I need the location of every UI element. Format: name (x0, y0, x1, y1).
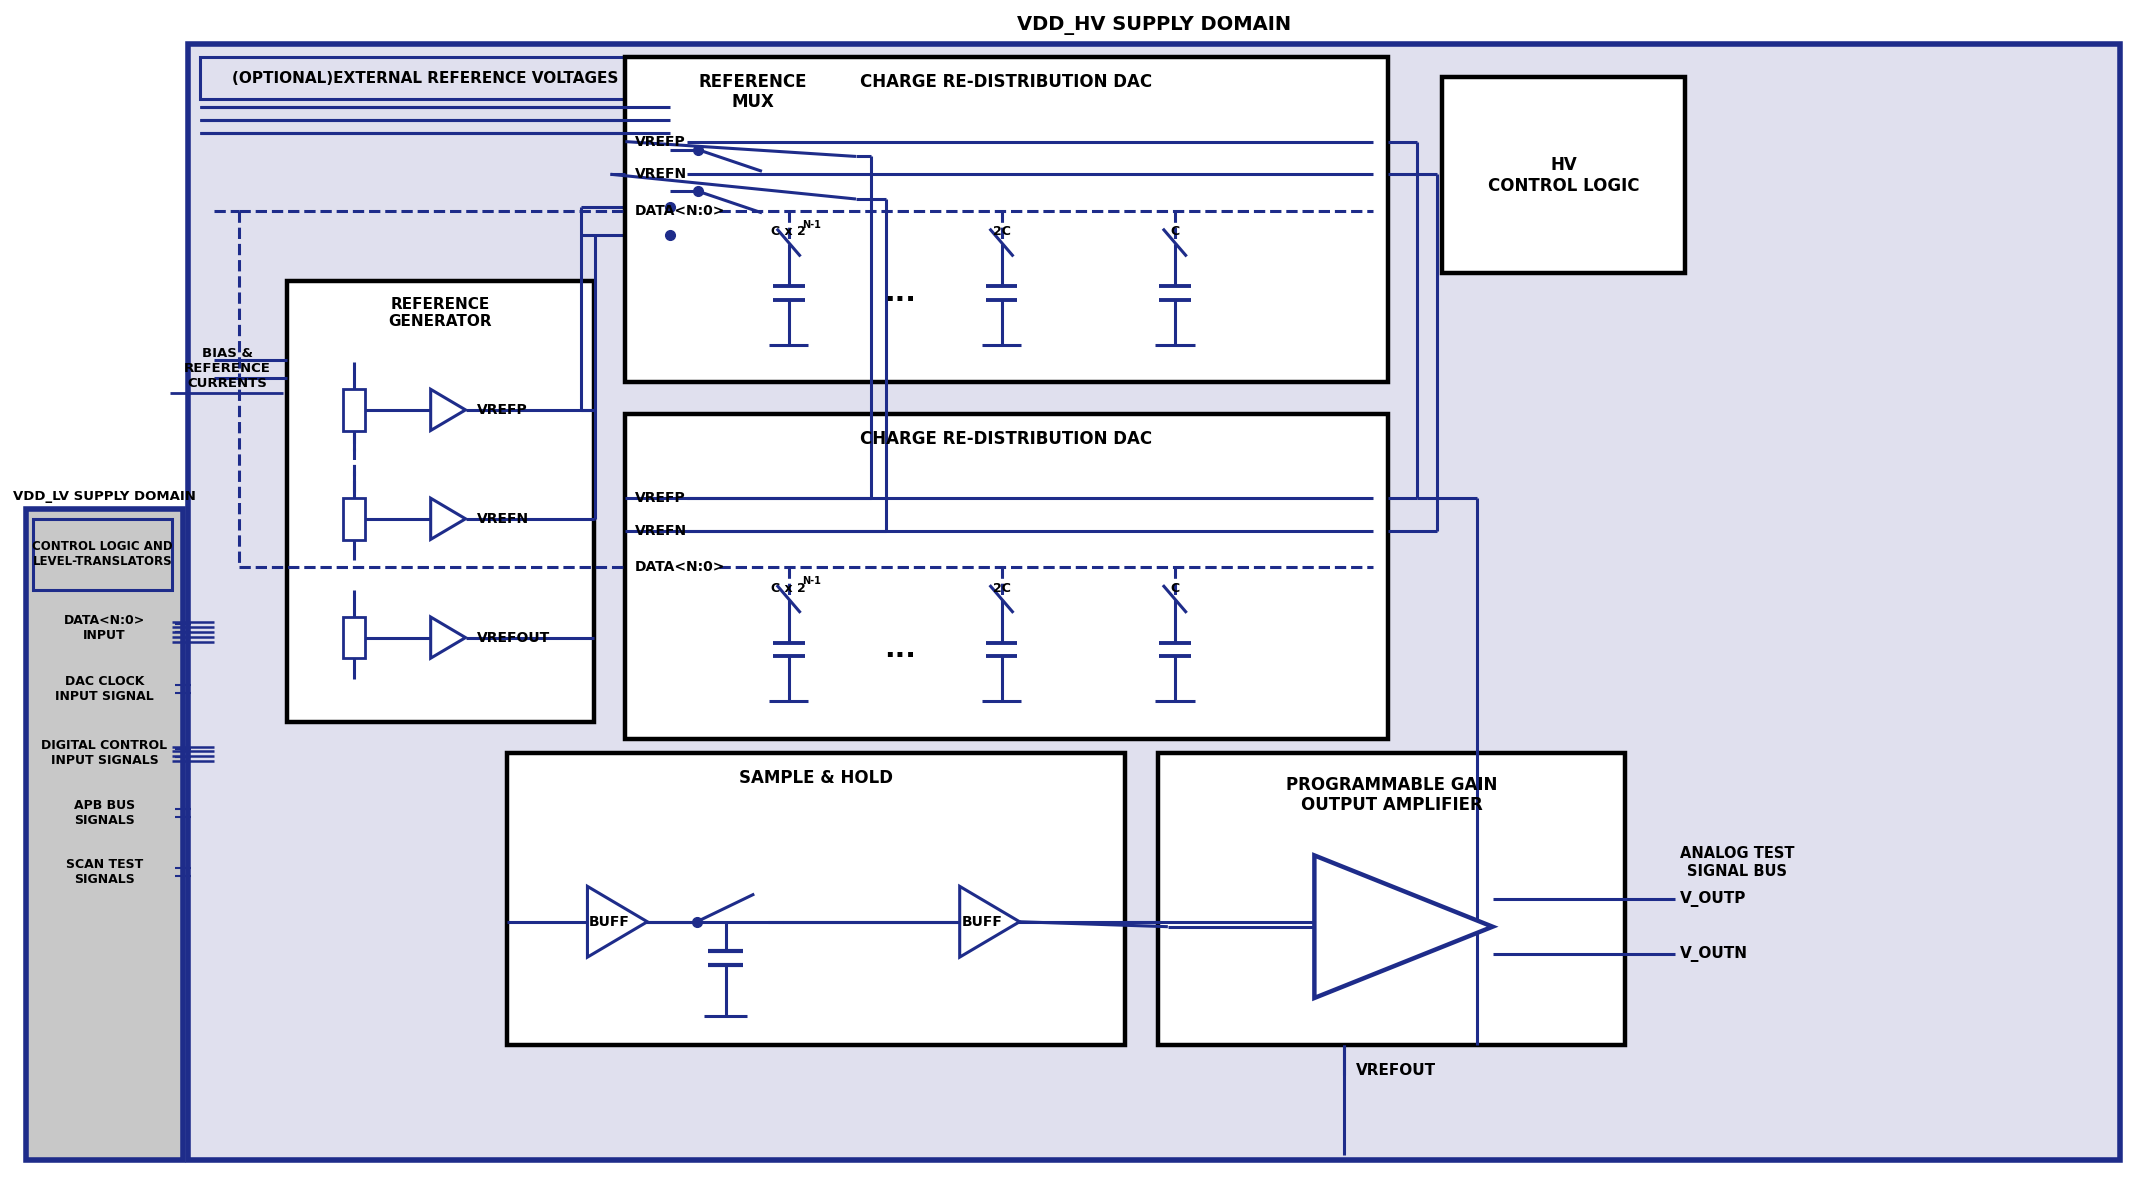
Text: N-1: N-1 (803, 576, 821, 586)
Text: N-1: N-1 (803, 220, 821, 230)
Polygon shape (1315, 855, 1493, 997)
Text: V_OUTP: V_OUTP (1680, 891, 1746, 907)
Text: BIAS &
REFERENCE
CURRENTS: BIAS & REFERENCE CURRENTS (185, 347, 271, 390)
Text: SAMPLE & HOLD: SAMPLE & HOLD (739, 769, 894, 787)
Bar (200, 57, 651, 99)
Text: APB BUS
SIGNALS: APB BUS SIGNALS (73, 799, 135, 826)
Text: ...: ... (885, 635, 917, 664)
Bar (344, 389, 365, 431)
Bar (344, 617, 365, 658)
Polygon shape (430, 499, 466, 539)
Text: ...: ... (885, 279, 917, 307)
Text: HV
CONTROL LOGIC: HV CONTROL LOGIC (1489, 155, 1639, 195)
Bar (344, 498, 365, 539)
Text: V_OUTN: V_OUTN (1680, 946, 1748, 963)
Text: C: C (1171, 581, 1179, 594)
Polygon shape (430, 617, 466, 658)
Text: C x 2: C x 2 (771, 581, 806, 594)
Text: C: C (1171, 225, 1179, 238)
Text: VREFOUT: VREFOUT (477, 630, 550, 645)
Text: (OPTIONAL)EXTERNAL REFERENCE VOLTAGES: (OPTIONAL)EXTERNAL REFERENCE VOLTAGES (232, 71, 619, 86)
Bar (507, 753, 1126, 1045)
Text: SCAN TEST
SIGNALS: SCAN TEST SIGNALS (67, 859, 144, 886)
Polygon shape (960, 886, 1020, 957)
Text: VDD_HV SUPPLY DOMAIN: VDD_HV SUPPLY DOMAIN (1016, 17, 1291, 35)
Text: VREFOUT: VREFOUT (1355, 1063, 1437, 1078)
Text: VREFN: VREFN (636, 167, 687, 182)
Text: DIGITAL CONTROL
INPUT SIGNALS: DIGITAL CONTROL INPUT SIGNALS (41, 739, 168, 768)
Text: ANALOG TEST
SIGNAL BUS: ANALOG TEST SIGNAL BUS (1680, 846, 1794, 879)
Polygon shape (430, 390, 466, 431)
Polygon shape (586, 886, 647, 957)
Text: VREFN: VREFN (477, 512, 531, 526)
Text: VDD_LV SUPPLY DOMAIN: VDD_LV SUPPLY DOMAIN (13, 489, 195, 502)
Text: BUFF: BUFF (962, 915, 1003, 929)
Bar (1158, 753, 1626, 1045)
Text: BUFF: BUFF (589, 915, 629, 929)
Text: DAC CLOCK
INPUT SIGNAL: DAC CLOCK INPUT SIGNAL (56, 675, 155, 703)
Text: 2C: 2C (992, 581, 1010, 594)
Bar (26, 508, 183, 1160)
Bar (1441, 78, 1684, 273)
Text: VREFP: VREFP (477, 403, 528, 417)
Text: DATA<N:0>: DATA<N:0> (636, 560, 726, 574)
Text: PROGRAMMABLE GAIN
OUTPUT AMPLIFIER: PROGRAMMABLE GAIN OUTPUT AMPLIFIER (1287, 776, 1497, 814)
Bar (670, 61, 836, 273)
Text: REFERENCE
GENERATOR: REFERENCE GENERATOR (389, 297, 492, 329)
Text: CONTROL LOGIC AND
LEVEL-TRANSLATORS: CONTROL LOGIC AND LEVEL-TRANSLATORS (32, 541, 172, 568)
Text: C x 2: C x 2 (771, 225, 806, 238)
Text: DATA<N:0>: DATA<N:0> (636, 203, 726, 218)
Bar (32, 519, 172, 590)
Text: CHARGE RE-DISTRIBUTION DAC: CHARGE RE-DISTRIBUTION DAC (861, 429, 1153, 447)
Text: CHARGE RE-DISTRIBUTION DAC: CHARGE RE-DISTRIBUTION DAC (861, 73, 1153, 91)
Text: VREFP: VREFP (636, 135, 685, 148)
Text: VREFP: VREFP (636, 492, 685, 505)
Text: 2C: 2C (992, 225, 1010, 238)
Text: DATA<N:0>
INPUT: DATA<N:0> INPUT (64, 614, 146, 642)
Text: VREFN: VREFN (636, 524, 687, 538)
Text: REFERENCE
MUX: REFERENCE MUX (698, 73, 808, 111)
Bar (286, 281, 593, 721)
Bar (625, 57, 1388, 383)
Bar (625, 414, 1388, 739)
